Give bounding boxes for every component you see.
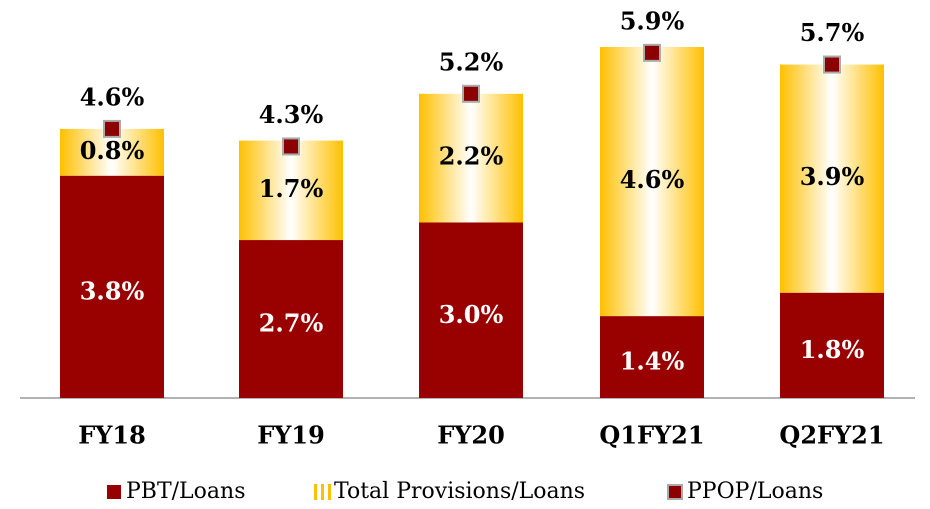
- bar-segment: [419, 93, 523, 223]
- ppop-marker: [103, 119, 121, 138]
- bar-segment: [780, 292, 884, 398]
- x-tick-label: FY20: [437, 421, 505, 450]
- data-label: 4.6%: [80, 82, 145, 111]
- legend-swatch: [328, 484, 331, 500]
- data-label: 1.7%: [259, 174, 324, 203]
- ppop-marker: [823, 55, 841, 74]
- legend-swatch: [321, 484, 324, 500]
- data-label: 2.7%: [259, 309, 324, 338]
- legend-label: PPOP/Loans: [687, 479, 823, 504]
- data-label: 5.2%: [439, 47, 504, 76]
- legend-swatch: [667, 484, 683, 500]
- bar-segment: [780, 64, 884, 293]
- data-label: 4.3%: [259, 100, 324, 129]
- x-tick-label: Q1FY21: [599, 421, 704, 450]
- ppop-marker: [282, 137, 300, 156]
- data-label: 5.7%: [800, 18, 865, 47]
- bar-segment: [239, 240, 343, 398]
- bar-segment: [600, 316, 704, 398]
- legend-label: PBT/Loans: [126, 479, 246, 504]
- bar-segment: [239, 140, 343, 241]
- legend-swatch: [314, 484, 317, 500]
- data-label: 1.8%: [800, 335, 865, 364]
- x-tick-label: FY19: [257, 421, 325, 450]
- ppop-marker: [462, 84, 480, 103]
- data-label: 0.8%: [80, 136, 145, 165]
- x-tick-label: Q2FY21: [779, 421, 884, 450]
- ppop-marker: [643, 43, 661, 62]
- bar-segment: [600, 47, 704, 317]
- data-label: 3.0%: [439, 300, 504, 329]
- data-label: 3.9%: [800, 162, 865, 191]
- legend-swatch: [107, 485, 121, 499]
- bar-segment: [60, 175, 164, 398]
- x-tick-label: FY18: [78, 421, 146, 450]
- data-label: 3.8%: [80, 276, 145, 305]
- data-label: 1.4%: [620, 347, 685, 376]
- data-label: 5.9%: [620, 6, 685, 35]
- data-label: 2.2%: [439, 142, 504, 171]
- data-label: 4.6%: [620, 165, 685, 194]
- legend-label: Total Provisions/Loans: [334, 479, 585, 504]
- bar-segment: [419, 222, 523, 398]
